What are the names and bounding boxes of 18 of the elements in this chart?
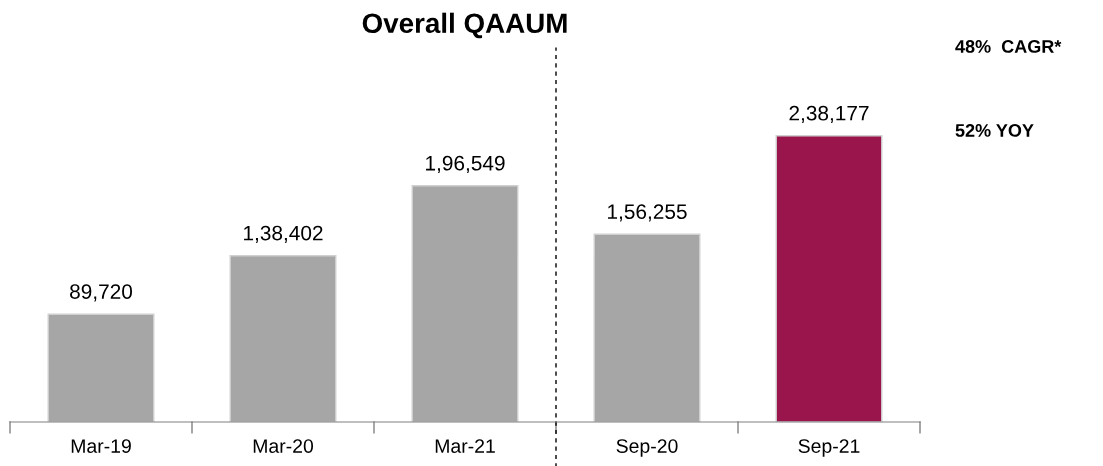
chart-title: Overall QAAUM [362, 12, 567, 39]
data-label: 1,56,255 [608, 204, 687, 222]
bar [593, 233, 701, 422]
bar [229, 254, 337, 422]
bar [47, 313, 155, 422]
x-tick-label: Mar-21 [435, 439, 495, 453]
data-label: 1,96,549 [426, 155, 505, 174]
x-tick-label: Mar-19 [71, 439, 131, 453]
x-tick-label: Sep-20 [616, 439, 678, 457]
data-label: 89,720 [70, 284, 133, 302]
x-tick-label: Mar-20 [253, 439, 314, 453]
data-label: 1,38,402 [244, 225, 323, 243]
bar [775, 135, 883, 422]
x-tick-label: Sep-21 [798, 439, 860, 457]
text: 48% CAGR* [955, 40, 1062, 53]
data-label: 2,38,177 [789, 105, 869, 124]
bar [411, 185, 519, 422]
text: 52% YOY [955, 124, 1034, 137]
